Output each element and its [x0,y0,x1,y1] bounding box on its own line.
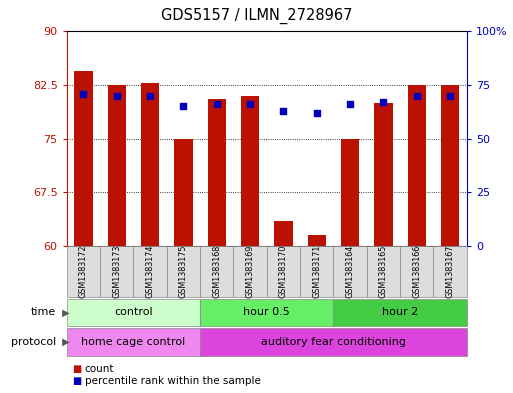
Bar [374,103,392,246]
Bar [367,246,400,297]
Bar [333,299,467,326]
Text: GSM1383169: GSM1383169 [246,244,254,298]
Point [146,92,154,99]
Text: GSM1383165: GSM1383165 [379,244,388,298]
Bar [208,99,226,246]
Text: hour 0.5: hour 0.5 [243,307,290,318]
Text: GSM1383171: GSM1383171 [312,244,321,298]
Bar [200,328,467,356]
Bar [233,246,267,297]
Bar [300,246,333,297]
Bar [274,220,292,246]
Bar [200,299,333,326]
Bar [133,246,167,297]
Text: GSM1383170: GSM1383170 [279,244,288,298]
Text: GSM1383166: GSM1383166 [412,244,421,298]
Text: control: control [114,307,153,318]
Bar [100,246,133,297]
Text: GSM1383175: GSM1383175 [179,244,188,298]
Bar [267,246,300,297]
Bar [341,138,359,246]
Point [279,108,287,114]
Point [446,92,454,99]
Bar [74,71,92,246]
Text: GSM1383174: GSM1383174 [146,244,154,298]
Text: ■: ■ [72,376,81,386]
Text: GSM1383168: GSM1383168 [212,244,221,298]
Text: GSM1383167: GSM1383167 [446,244,455,298]
Text: GSM1383173: GSM1383173 [112,244,121,298]
Bar [167,246,200,297]
Text: auditory fear conditioning: auditory fear conditioning [261,337,406,347]
Text: time: time [31,307,56,318]
Text: GSM1383164: GSM1383164 [346,244,354,298]
Bar [200,246,233,297]
Bar [174,138,192,246]
Bar [67,299,200,326]
Bar [241,95,259,246]
Point [412,92,421,99]
Text: home cage control: home cage control [81,337,186,347]
Point [212,101,221,107]
Point [346,101,354,107]
Text: GSM1383172: GSM1383172 [79,244,88,298]
Bar [433,246,467,297]
Point [312,110,321,116]
Text: protocol: protocol [11,337,56,347]
Point [179,103,187,110]
Text: GDS5157 / ILMN_2728967: GDS5157 / ILMN_2728967 [161,7,352,24]
Bar [308,235,326,246]
Point [112,92,121,99]
Bar [141,83,159,246]
Point [379,99,388,105]
Bar [108,85,126,246]
Text: percentile rank within the sample: percentile rank within the sample [85,376,261,386]
Point [79,90,87,97]
Bar [67,246,100,297]
Point [246,101,254,107]
Text: count: count [85,364,114,374]
Bar [400,246,433,297]
Bar [408,85,426,246]
Bar [333,246,367,297]
Bar [441,85,459,246]
Text: ■: ■ [72,364,81,374]
Text: ▶: ▶ [59,337,70,347]
Text: ▶: ▶ [59,307,70,318]
Bar [67,328,200,356]
Text: hour 2: hour 2 [382,307,418,318]
